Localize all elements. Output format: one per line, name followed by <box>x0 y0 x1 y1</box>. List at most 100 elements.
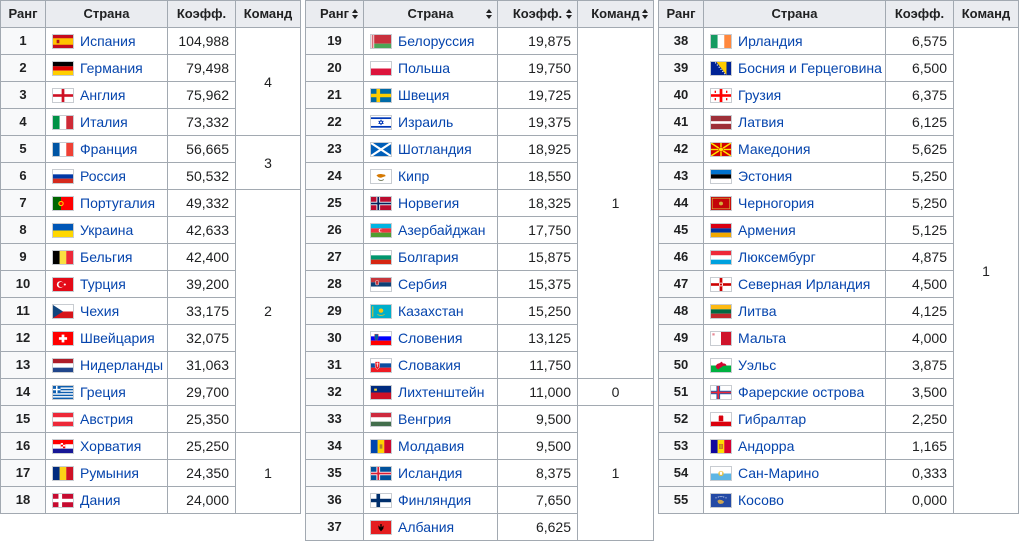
country-link[interactable]: Турция <box>80 276 126 292</box>
bg-flag-icon[interactable] <box>370 249 392 265</box>
gr-flag-icon[interactable] <box>52 384 74 400</box>
wl-flag-icon[interactable] <box>710 357 732 373</box>
country-link[interactable]: Литва <box>738 303 777 319</box>
country-link[interactable]: Косово <box>738 492 784 508</box>
fr-flag-icon[interactable] <box>52 141 74 157</box>
country-link[interactable]: Гибралтар <box>738 411 807 427</box>
country-link[interactable]: Молдавия <box>398 438 465 454</box>
country-link[interactable]: Швейцария <box>80 330 155 346</box>
cy-flag-icon[interactable] <box>370 168 392 184</box>
country-link[interactable]: Болгария <box>398 249 459 265</box>
mt-flag-icon[interactable] <box>710 330 732 346</box>
sort-arrows-icon[interactable] <box>566 9 573 20</box>
country-link[interactable]: Англия <box>80 87 126 103</box>
tr-flag-icon[interactable] <box>52 276 74 292</box>
rank-header[interactable]: Ранг <box>0 0 46 28</box>
coef-header[interactable]: Коэфф. <box>885 0 954 28</box>
country-link[interactable]: Кипр <box>398 168 430 184</box>
ee-flag-icon[interactable] <box>710 168 732 184</box>
country-link[interactable]: Армения <box>738 222 796 238</box>
country-link[interactable]: Андорра <box>738 438 795 454</box>
country-link[interactable]: Люксембург <box>738 249 816 265</box>
country-link[interactable]: Шотландия <box>398 141 472 157</box>
country-link[interactable]: Черногория <box>738 195 815 211</box>
ie-flag-icon[interactable] <box>710 33 732 49</box>
mk-flag-icon[interactable] <box>710 141 732 157</box>
country-link[interactable]: Румыния <box>80 465 140 481</box>
sort-arrows-icon[interactable] <box>642 9 649 20</box>
il-flag-icon[interactable] <box>370 114 392 130</box>
country-link[interactable]: Испания <box>80 33 136 49</box>
it-flag-icon[interactable] <box>52 114 74 130</box>
fi-flag-icon[interactable] <box>370 492 392 508</box>
cz-flag-icon[interactable] <box>52 303 74 319</box>
fo-flag-icon[interactable] <box>710 384 732 400</box>
country-link[interactable]: Франция <box>80 141 138 157</box>
ua-flag-icon[interactable] <box>52 222 74 238</box>
es-flag-icon[interactable] <box>52 33 74 49</box>
de-flag-icon[interactable] <box>52 60 74 76</box>
ro-flag-icon[interactable] <box>52 465 74 481</box>
li-flag-icon[interactable] <box>370 384 392 400</box>
xk-flag-icon[interactable] <box>710 492 732 508</box>
country-link[interactable]: Хорватия <box>80 438 142 454</box>
at-flag-icon[interactable] <box>52 411 74 427</box>
is-flag-icon[interactable] <box>370 465 392 481</box>
ru-flag-icon[interactable] <box>52 168 74 184</box>
country-link[interactable]: Венгрия <box>398 411 452 427</box>
teams-header[interactable]: Команд <box>235 0 301 28</box>
country-link[interactable]: Албания <box>398 519 455 535</box>
az-flag-icon[interactable] <box>370 222 392 238</box>
country-link[interactable]: Германия <box>80 60 143 76</box>
ge-flag-icon[interactable] <box>710 87 732 103</box>
lt-flag-icon[interactable] <box>710 303 732 319</box>
ch-flag-icon[interactable] <box>52 330 74 346</box>
ba-flag-icon[interactable] <box>710 60 732 76</box>
hr-flag-icon[interactable] <box>52 438 74 454</box>
no-flag-icon[interactable] <box>370 195 392 211</box>
country-link[interactable]: Грузия <box>738 87 782 103</box>
al-flag-icon[interactable] <box>370 519 392 535</box>
country-link[interactable]: Уэльс <box>738 357 777 373</box>
country-link[interactable]: Россия <box>80 168 126 184</box>
country-link[interactable]: Латвия <box>738 114 784 130</box>
country-link[interactable]: Азербайджан <box>398 222 486 238</box>
am-flag-icon[interactable] <box>710 222 732 238</box>
country-link[interactable]: Исландия <box>398 465 463 481</box>
country-link[interactable]: Ирландия <box>738 33 803 49</box>
country-link[interactable]: Финляндия <box>398 492 472 508</box>
me-flag-icon[interactable] <box>710 195 732 211</box>
rank-header[interactable]: Ранг <box>658 0 704 28</box>
nl-flag-icon[interactable] <box>52 357 74 373</box>
coef-header[interactable]: Коэфф. <box>497 0 578 28</box>
country-link[interactable]: Италия <box>80 114 128 130</box>
country-link[interactable]: Украина <box>80 222 134 238</box>
teams-header[interactable]: Команд <box>577 0 654 28</box>
country-link[interactable]: Словения <box>398 330 463 346</box>
country-link[interactable]: Фарерские острова <box>738 384 865 400</box>
country-link[interactable]: Сан-Марино <box>738 465 820 481</box>
en-flag-icon[interactable] <box>52 87 74 103</box>
ad-flag-icon[interactable] <box>710 438 732 454</box>
country-link[interactable]: Казахстан <box>398 303 464 319</box>
sort-arrows-icon[interactable] <box>486 9 493 20</box>
country-link[interactable]: Сербия <box>398 276 448 292</box>
ni-flag-icon[interactable] <box>710 276 732 292</box>
country-link[interactable]: Португалия <box>80 195 156 211</box>
sc-flag-icon[interactable] <box>370 141 392 157</box>
pl-flag-icon[interactable] <box>370 60 392 76</box>
country-link[interactable]: Белоруссия <box>398 33 475 49</box>
country-link[interactable]: Норвегия <box>398 195 460 211</box>
dk-flag-icon[interactable] <box>52 492 74 508</box>
rs-flag-icon[interactable] <box>370 276 392 292</box>
country-header[interactable]: Страна <box>363 0 498 28</box>
country-link[interactable]: Австрия <box>80 411 134 427</box>
rank-header[interactable]: Ранг <box>305 0 364 28</box>
hu-flag-icon[interactable] <box>370 411 392 427</box>
pt-flag-icon[interactable] <box>52 195 74 211</box>
country-link[interactable]: Дания <box>80 492 121 508</box>
coef-header[interactable]: Коэфф. <box>167 0 236 28</box>
se-flag-icon[interactable] <box>370 87 392 103</box>
sk-flag-icon[interactable] <box>370 357 392 373</box>
lv-flag-icon[interactable] <box>710 114 732 130</box>
